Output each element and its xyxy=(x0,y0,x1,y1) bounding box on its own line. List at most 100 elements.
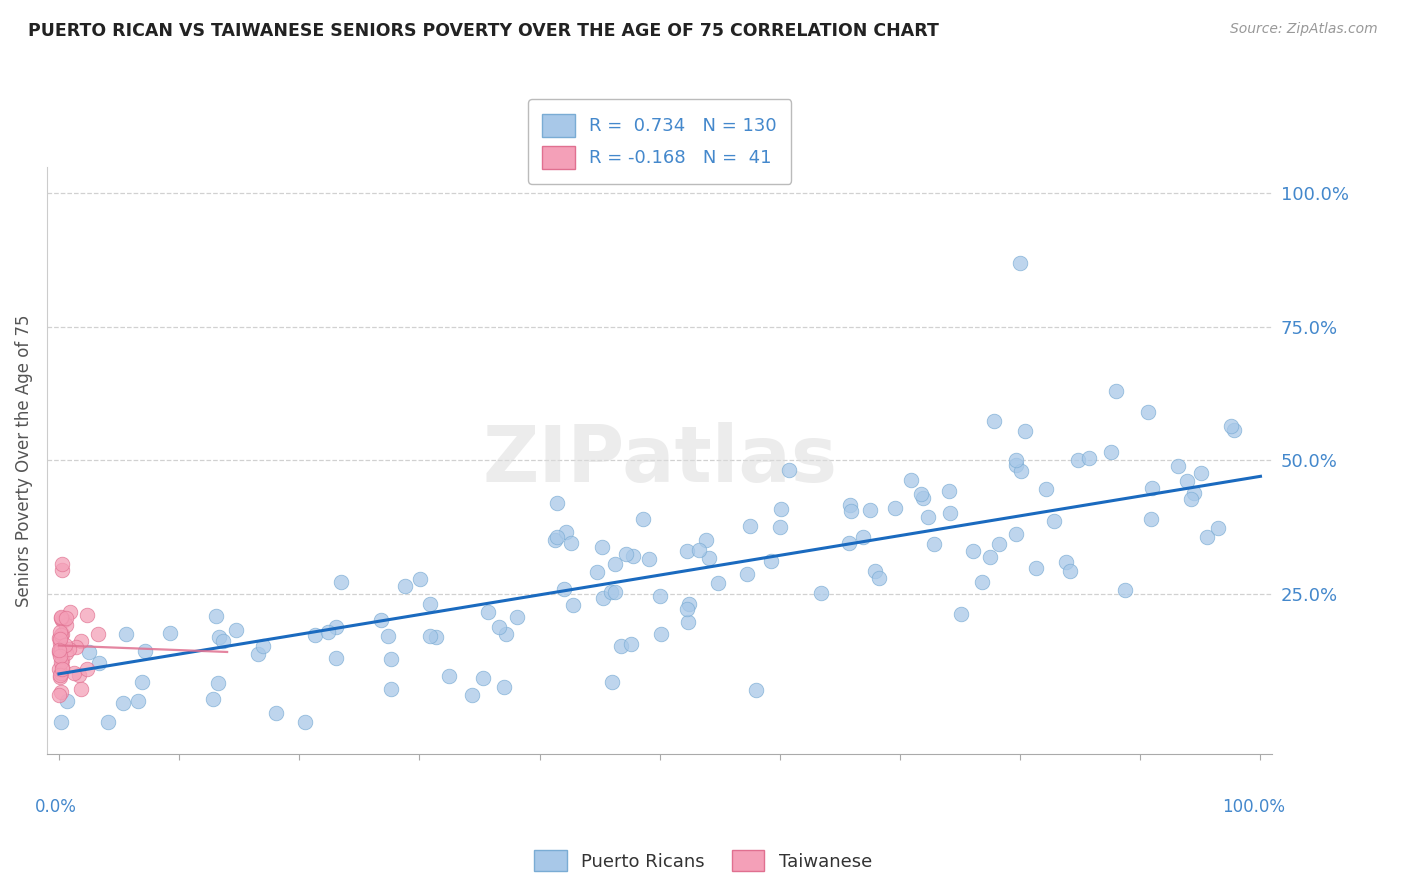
Point xyxy=(488,620,510,634)
Point xyxy=(114,627,136,641)
Point xyxy=(87,626,110,640)
Point xyxy=(208,631,231,645)
Point xyxy=(735,566,758,581)
Point xyxy=(599,585,621,599)
Point xyxy=(676,543,699,558)
Point xyxy=(304,628,326,642)
Point xyxy=(648,589,671,603)
Point xyxy=(900,473,922,487)
Point xyxy=(910,487,932,501)
Point xyxy=(77,644,100,658)
Point xyxy=(70,633,93,648)
Point xyxy=(111,696,134,710)
Point xyxy=(425,630,447,644)
Point xyxy=(316,625,339,640)
Point xyxy=(51,653,73,667)
Point xyxy=(602,674,624,689)
Point xyxy=(555,525,578,540)
Point xyxy=(48,631,70,645)
Point xyxy=(55,646,77,660)
Point xyxy=(863,564,886,578)
Point xyxy=(650,627,672,641)
Point xyxy=(51,563,73,577)
Point xyxy=(939,506,962,520)
Point xyxy=(912,491,935,506)
Point xyxy=(605,557,627,571)
Point xyxy=(610,639,633,653)
Point xyxy=(1099,445,1122,459)
Text: ZIPatlas: ZIPatlas xyxy=(482,422,837,499)
Text: 100.0%: 100.0% xyxy=(1222,798,1285,816)
Point xyxy=(1105,384,1128,398)
Point xyxy=(1035,482,1057,496)
Point xyxy=(586,565,609,579)
Point xyxy=(48,645,70,659)
Point xyxy=(707,576,730,591)
Point xyxy=(505,610,527,624)
Point xyxy=(370,613,392,627)
Point xyxy=(1180,491,1202,506)
Point xyxy=(63,666,86,681)
Point xyxy=(49,714,72,729)
Point xyxy=(51,660,73,674)
Point xyxy=(437,668,460,682)
Point xyxy=(492,680,515,694)
Point xyxy=(699,551,721,566)
Point xyxy=(246,647,269,661)
Point xyxy=(97,714,120,729)
Point xyxy=(51,665,73,680)
Point xyxy=(51,628,73,642)
Point xyxy=(380,652,402,666)
Point xyxy=(678,597,700,611)
Point xyxy=(212,634,235,648)
Point xyxy=(1219,419,1241,434)
Point xyxy=(1054,555,1077,569)
Legend: Puerto Ricans, Taiwanese: Puerto Ricans, Taiwanese xyxy=(527,843,879,879)
Point xyxy=(949,607,972,621)
Point xyxy=(51,613,73,627)
Point xyxy=(839,498,862,512)
Point xyxy=(1077,450,1099,465)
Point xyxy=(159,625,181,640)
Point xyxy=(1043,514,1066,528)
Point xyxy=(839,504,862,518)
Point xyxy=(631,512,654,526)
Point xyxy=(49,685,72,699)
Point xyxy=(884,501,907,516)
Point xyxy=(134,644,156,658)
Point xyxy=(207,676,229,690)
Point xyxy=(51,641,73,656)
Point xyxy=(49,655,72,669)
Point xyxy=(1140,481,1163,495)
Point xyxy=(546,530,568,544)
Point xyxy=(48,632,70,647)
Point xyxy=(48,636,70,650)
Point xyxy=(294,714,316,729)
Point xyxy=(1175,475,1198,489)
Point xyxy=(325,620,347,634)
Point xyxy=(917,509,939,524)
Point xyxy=(325,651,347,665)
Point xyxy=(52,613,75,627)
Point xyxy=(972,574,994,589)
Point xyxy=(938,483,960,498)
Point xyxy=(1195,530,1218,544)
Point xyxy=(810,586,832,600)
Point xyxy=(65,640,87,654)
Point xyxy=(688,542,710,557)
Point xyxy=(380,681,402,696)
Point xyxy=(616,547,638,561)
Point xyxy=(592,591,614,605)
Point xyxy=(738,518,761,533)
Point xyxy=(56,694,79,708)
Point xyxy=(70,681,93,696)
Point xyxy=(637,552,659,566)
Point xyxy=(377,629,399,643)
Point xyxy=(76,608,98,623)
Point xyxy=(759,554,782,568)
Text: Source: ZipAtlas.com: Source: ZipAtlas.com xyxy=(1230,22,1378,37)
Point xyxy=(1208,521,1230,535)
Point xyxy=(419,597,441,611)
Point xyxy=(852,531,875,545)
Point xyxy=(59,605,82,619)
